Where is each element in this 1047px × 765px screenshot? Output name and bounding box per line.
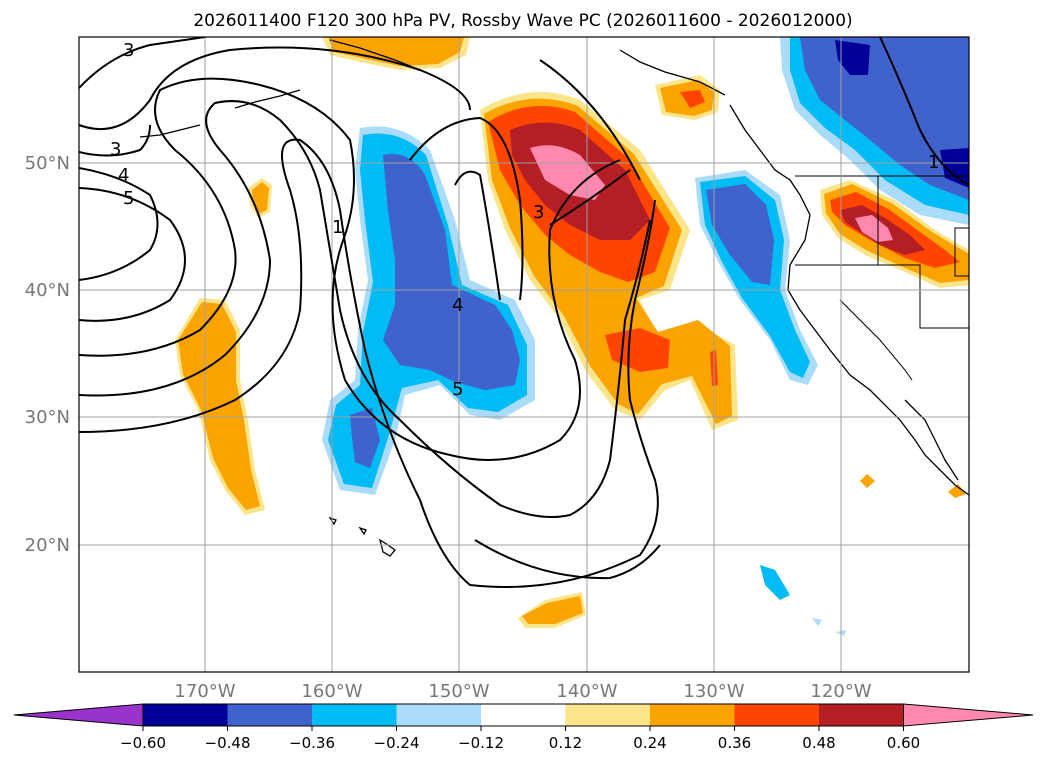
map-title: 2026011400 F120 300 hPa PV, Rossby Wave …: [193, 11, 852, 31]
lat-label: 20°N: [25, 535, 70, 556]
colorbar-tick-label: 0.24: [633, 734, 666, 752]
positive-anomaly-small: [518, 474, 966, 628]
contour-label: 3: [533, 202, 544, 223]
contour-label-group: 3 3 4 5 1 4 5 3 1: [110, 40, 939, 400]
colorbar-frame: [142, 703, 904, 727]
colorbar-tick-label: 0.36: [718, 734, 751, 752]
colorbar-extension-high: [903, 703, 1034, 727]
contour-label: 4: [118, 165, 129, 186]
contour-label: 5: [123, 188, 134, 209]
state-boundaries: [795, 175, 969, 381]
lon-label: 140°W: [556, 681, 617, 702]
contour-label: 5: [452, 379, 463, 400]
contour-label: 3: [110, 139, 121, 160]
graticule: [79, 37, 969, 672]
positive-anomaly-region-northeast: [820, 180, 969, 288]
negative-anomaly-region-east: [695, 170, 818, 385]
pv-contours: [79, 37, 969, 588]
colorbar-tick-label: 0.60: [887, 734, 920, 752]
colorbar-extension-low: [13, 703, 144, 727]
contour-label: 4: [452, 295, 463, 316]
positive-anomaly-region-central: [480, 92, 738, 430]
colorbar-segment: [481, 704, 566, 726]
colorbar-tick-label: −0.60: [120, 734, 166, 752]
colorbar-segment: [396, 704, 481, 726]
colorbar-segment: [734, 704, 819, 726]
coastlines: [139, 39, 969, 557]
map-frame: [78, 36, 970, 673]
colorbar-segment: [312, 704, 397, 726]
contour-label: 1: [928, 152, 939, 173]
colorbar: −0.60 −0.48 −0.36 −0.24 −0.12 0.12 0.24 0.36 0.4…: [13, 703, 1034, 752]
colorbar-tick-label: −0.48: [205, 734, 251, 752]
lat-label: 40°N: [25, 280, 70, 301]
lat-label: 30°N: [25, 407, 70, 428]
latitude-labels: 50°N 40°N 30°N 20°N: [25, 153, 70, 556]
colorbar-segment: [227, 704, 312, 726]
colorbar-tick-label: 0.48: [802, 734, 835, 752]
contour-label: 1: [332, 217, 343, 238]
negative-anomaly-region-northeast: [780, 37, 969, 225]
negative-anomaly-region-central: [322, 126, 535, 495]
lon-label: 160°W: [301, 681, 362, 702]
lat-label: 50°N: [25, 153, 70, 174]
colorbar-tick-label: −0.36: [289, 734, 335, 752]
colorbar-segment: [819, 704, 904, 726]
colorbar-segment: [650, 704, 735, 726]
colorbar-tick-label: −0.24: [374, 734, 420, 752]
lon-label: 170°W: [174, 681, 235, 702]
colorbar-segment: [143, 704, 228, 726]
longitude-labels: 170°W 160°W 150°W 140°W 130°W 120°W: [174, 681, 871, 702]
map-area: 3 3 4 5 1 4 5 3 1: [79, 37, 969, 672]
lon-label: 130°W: [683, 681, 744, 702]
colorbar-tick-label: 0.12: [549, 734, 582, 752]
positive-anomaly-region-north: [322, 37, 720, 120]
lon-label: 120°W: [810, 681, 871, 702]
lon-label: 150°W: [428, 681, 489, 702]
contour-label: 3: [123, 40, 134, 61]
colorbar-segment: [565, 704, 650, 726]
colorbar-tick-label: −0.12: [458, 734, 504, 752]
